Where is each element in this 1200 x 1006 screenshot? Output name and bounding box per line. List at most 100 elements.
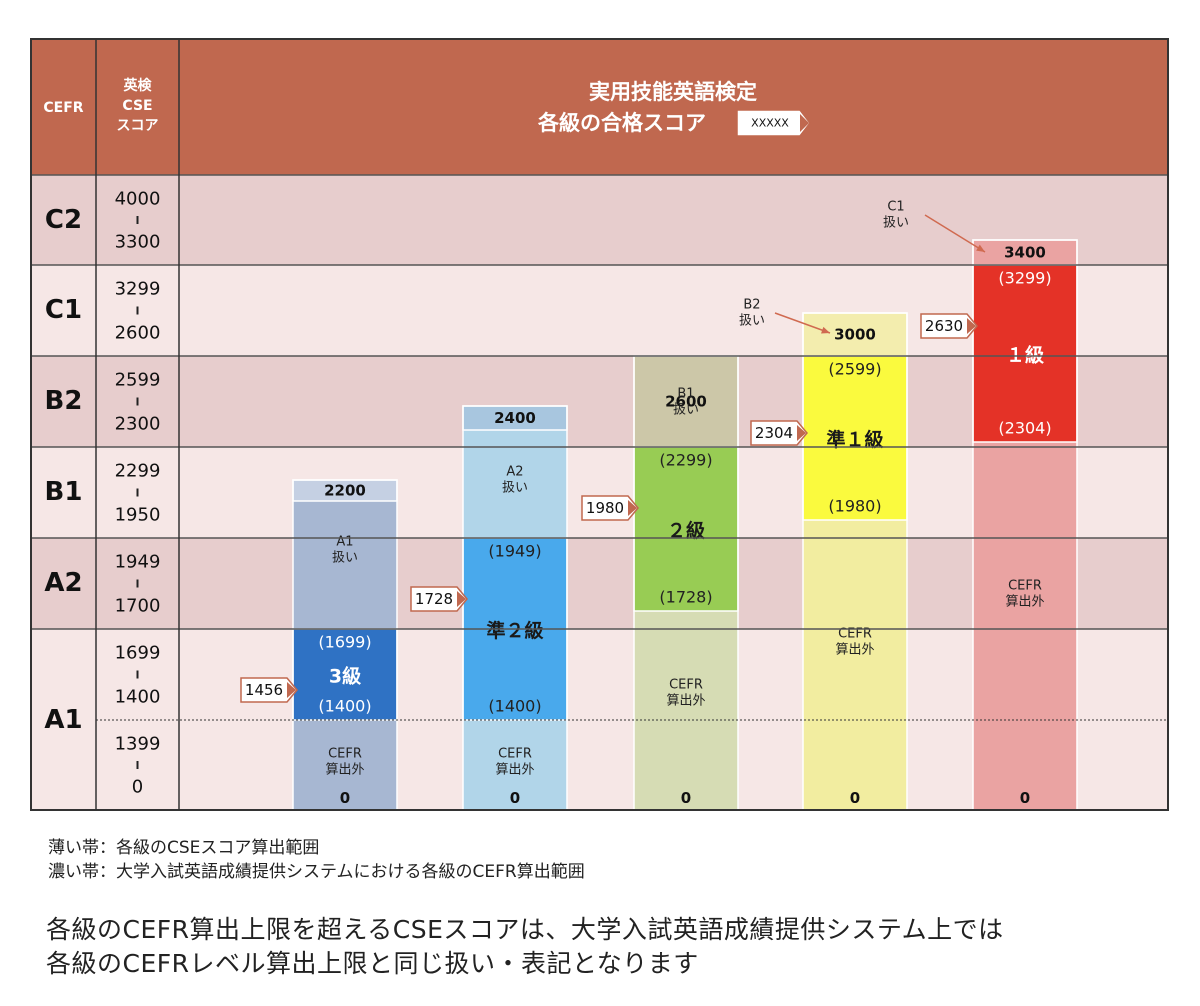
grade-upper-label: A2 xyxy=(506,465,523,480)
pass-score-label: 1456 xyxy=(245,681,283,699)
grade-upper-label: 扱い xyxy=(673,403,699,418)
cefr-level-label: A2 xyxy=(44,568,82,598)
grade-cefr-lower: (1728) xyxy=(659,588,712,607)
legend-marker-box xyxy=(736,109,811,137)
legend-marker-arrow xyxy=(800,114,809,132)
grade-name: 3級 xyxy=(329,665,361,688)
cse-range-top: 2299 xyxy=(115,461,161,482)
pass-score-label: 1728 xyxy=(415,590,453,608)
grade-max-score: 3400 xyxy=(1004,244,1046,262)
grade-lower-label: 算出外 xyxy=(666,694,705,709)
grade-lower-label: CEFR xyxy=(328,747,362,762)
header-cse-label: CSE xyxy=(122,98,152,114)
header-title-line-2: 各級の合格スコア xyxy=(537,111,706,135)
pass-score-arrow xyxy=(287,682,296,698)
grade-band-dark xyxy=(802,355,908,521)
cse-range-bottom: 1700 xyxy=(115,596,161,617)
legend-notes: 薄い帯：各級のCSEスコア算出範囲 濃い帯：大学入試英語成績提供システムにおける… xyxy=(48,836,585,884)
grade-lower-label: CEFR xyxy=(1008,579,1042,594)
grade-upper-label: 扱い xyxy=(739,314,765,329)
summary-text: 各級のCEFR算出上限を超えるCSEスコアは、大学入試英語成績提供システム上では… xyxy=(46,913,1004,981)
cefr-level-label: C1 xyxy=(45,295,82,325)
grade-lower-label: 算出外 xyxy=(325,763,364,778)
grade-min-score: 0 xyxy=(340,789,350,807)
grade-name: 準２級 xyxy=(486,619,543,642)
grade-upper-label: C1 xyxy=(887,200,904,215)
grade-upper-label: A1 xyxy=(336,535,353,550)
grade-band-dark xyxy=(292,628,398,721)
cse-range-bottom: 1400 xyxy=(115,687,161,708)
grade-lower-label: 算出外 xyxy=(1005,595,1044,610)
pass-score-label: 1980 xyxy=(586,499,624,517)
grade-cefr-lower: (1400) xyxy=(488,697,541,716)
light-band-note: 薄い帯：各級のCSEスコア算出範囲 xyxy=(48,838,320,858)
grade-upper-label: B2 xyxy=(743,298,760,313)
callout-arrow-head xyxy=(821,326,830,334)
cse-range-top: 3299 xyxy=(115,279,161,300)
header-cse-label: スコア xyxy=(117,118,159,134)
cse-range-top: 2599 xyxy=(115,370,161,391)
grade-cefr-upper: (1699) xyxy=(318,633,371,652)
grade-max-score: 3000 xyxy=(834,326,876,344)
grade-lower-label: CEFR xyxy=(498,747,532,762)
callout-arrow-head xyxy=(976,244,985,252)
pass-score-arrow xyxy=(628,500,637,516)
cefr-level-label: A1 xyxy=(44,705,82,735)
pass-score-marker xyxy=(750,420,808,446)
grade-min-score: 0 xyxy=(850,789,860,807)
pass-score-arrow xyxy=(457,591,466,607)
summary-line-1: 各級のCEFR算出上限を超えるCSEスコアは、大学入試英語成績提供システム上では xyxy=(46,915,1004,944)
grade-cefr-lower: (1980) xyxy=(828,497,881,516)
cse-range-bottom: 0 xyxy=(132,777,143,798)
cefr-level-label: B2 xyxy=(45,386,83,416)
cse-range-bottom: 2300 xyxy=(115,414,161,435)
grade-cefr-upper: (3299) xyxy=(998,269,1051,288)
table-border xyxy=(30,38,1169,811)
pass-score-marker xyxy=(410,586,468,612)
grade-name: 準１級 xyxy=(826,428,883,451)
legend-marker-label: XXXXX xyxy=(751,117,789,130)
callout-arrow-line xyxy=(924,214,986,253)
cse-range-top: 1399 xyxy=(115,734,161,755)
grade-cefr-upper: (2599) xyxy=(828,360,881,379)
cse-range-top: 1949 xyxy=(115,552,161,573)
header-title-line-1: 実用技能英語検定 xyxy=(589,80,757,104)
grade-cefr-upper: (1949) xyxy=(488,542,541,561)
grade-cefr-upper: (2299) xyxy=(659,451,712,470)
grade-max-score: 2200 xyxy=(324,482,366,500)
grade-lower-label: CEFR xyxy=(669,678,703,693)
header-bar xyxy=(31,39,1168,175)
pass-score-marker xyxy=(920,313,978,339)
pass-score-arrow xyxy=(797,425,806,441)
grade-upper-label: B1 xyxy=(677,387,694,402)
cefr-level-label: B1 xyxy=(45,477,83,507)
grade-lower-label: 算出外 xyxy=(835,643,874,658)
header-cefr-label: CEFR xyxy=(43,100,83,116)
grade-upper-label: 扱い xyxy=(883,216,909,231)
grade-cefr-lower: (1400) xyxy=(318,697,371,716)
grade-cefr-lower: (2304) xyxy=(998,419,1051,438)
grade-name: ２級 xyxy=(667,519,705,542)
dark-band-note: 濃い帯：大学入試英語成績提供システムにおける各級のCEFR算出範囲 xyxy=(48,862,585,882)
grade-name: １級 xyxy=(1006,344,1044,367)
cse-range-top: 4000 xyxy=(115,189,161,210)
grade-upper-label: 扱い xyxy=(332,551,358,566)
pass-score-marker xyxy=(240,677,298,703)
callout-arrow-line xyxy=(774,312,831,334)
cse-range-bottom: 1950 xyxy=(115,505,161,526)
pass-score-label: 2630 xyxy=(925,317,963,335)
grade-max-score: 2400 xyxy=(494,409,536,427)
grade-lower-label: 算出外 xyxy=(495,763,534,778)
grade-min-score: 0 xyxy=(681,789,691,807)
cse-range-bottom: 3300 xyxy=(115,232,161,253)
cefr-level-label: C2 xyxy=(45,205,82,235)
grade-band-top xyxy=(802,312,908,357)
grade-upper-label: 扱い xyxy=(502,481,528,496)
pass-score-label: 2304 xyxy=(755,424,793,442)
header-cse-label: 英検 xyxy=(123,77,153,94)
grade-lower-label: CEFR xyxy=(838,627,872,642)
grade-min-score: 0 xyxy=(510,789,520,807)
pass-score-marker xyxy=(581,495,639,521)
pass-score-arrow xyxy=(967,318,976,334)
